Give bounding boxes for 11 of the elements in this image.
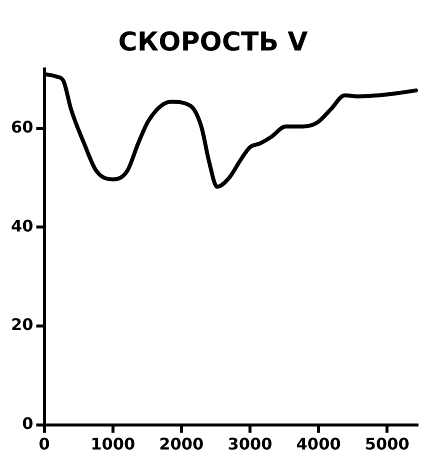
x-tick-label: 5000 <box>364 434 410 454</box>
x-tick-label: 0 <box>38 434 50 454</box>
y-tick-label: 20 <box>11 315 34 334</box>
x-tick-label: 4000 <box>296 434 341 454</box>
y-tick-label: 60 <box>11 118 34 137</box>
x-tick-label: 1000 <box>90 434 136 454</box>
y-tick-label: 40 <box>11 216 34 236</box>
chart-title: СКОРОСТЬ V <box>118 27 308 58</box>
x-tick-label: 3000 <box>228 434 272 454</box>
x-tick-label: 2000 <box>159 434 204 454</box>
y-tick-label: 0 <box>22 414 34 433</box>
